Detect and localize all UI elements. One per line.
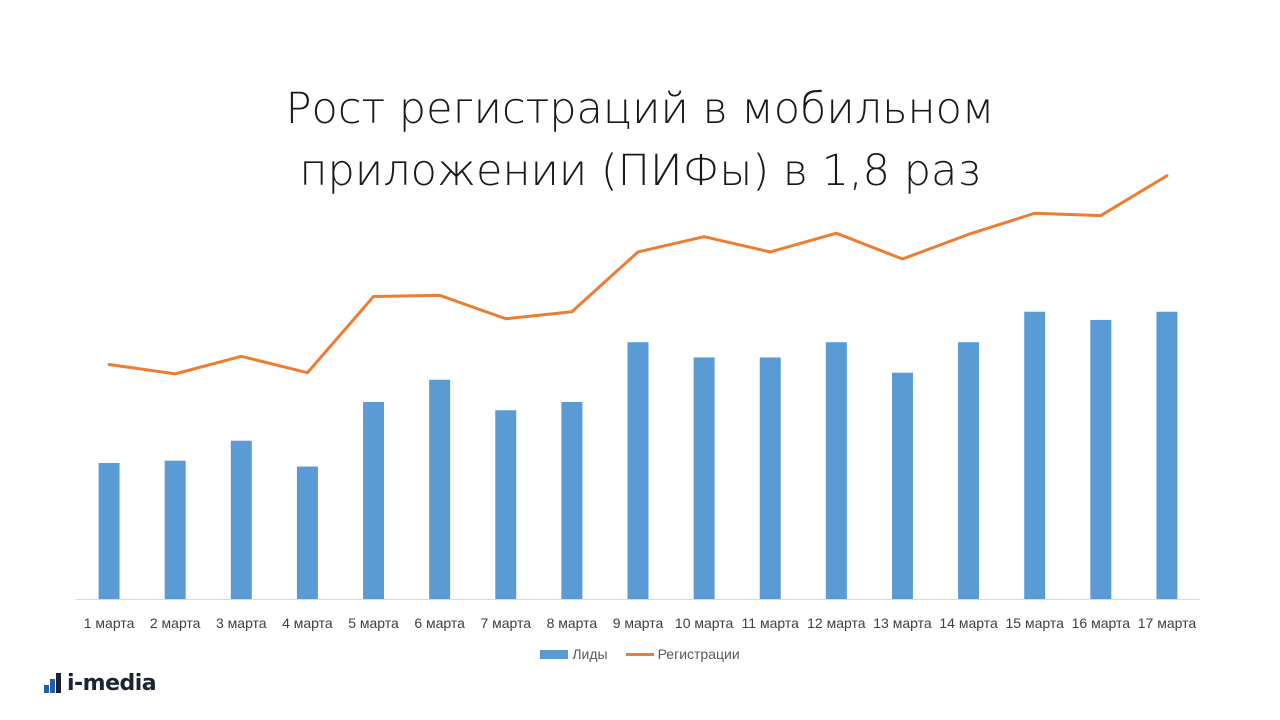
x-tick-label: 8 марта — [547, 615, 598, 631]
legend-label-bars: Лиды — [572, 646, 608, 662]
bar — [98, 462, 120, 599]
chart-title: Рост регистраций в мобильном приложении … — [0, 78, 1280, 202]
x-tick-label: 16 марта — [1072, 615, 1131, 631]
bar — [1024, 311, 1046, 599]
bar — [891, 372, 913, 599]
bar — [627, 342, 649, 599]
legend-item-line[interactable]: Регистрации — [625, 646, 740, 662]
bar — [1090, 319, 1112, 599]
legend-label-line: Регистрации — [657, 646, 740, 662]
bar — [429, 379, 451, 599]
x-tick-label: 7 марта — [480, 615, 531, 631]
x-tick-label: 2 марта — [150, 615, 201, 631]
x-tick-label: 15 марта — [1006, 615, 1065, 631]
x-tick-label: 3 марта — [216, 615, 267, 631]
x-tick-label: 13 марта — [873, 615, 932, 631]
legend-swatch-line — [625, 652, 654, 656]
bar — [561, 402, 583, 599]
logo: i-media — [44, 670, 157, 696]
x-tick-label: 11 марта — [742, 615, 800, 631]
bar — [164, 460, 186, 599]
bar — [296, 466, 318, 599]
bar — [230, 440, 252, 599]
bar — [693, 357, 715, 599]
bar — [363, 402, 385, 599]
x-tick-label: 10 марта — [675, 615, 734, 631]
x-tick-label: 9 марта — [613, 615, 664, 631]
legend: Лиды Регистрации — [0, 646, 1280, 662]
series-line — [107, 174, 1169, 376]
x-tick-label: 12 марта — [807, 615, 866, 631]
logo-text: i-media — [67, 670, 157, 696]
bar — [495, 410, 517, 599]
bar — [1156, 311, 1178, 599]
legend-item-bars[interactable]: Лиды — [540, 646, 608, 662]
x-tick-label: 1 марта — [84, 615, 135, 631]
x-tick-label: 4 марта — [282, 615, 333, 631]
x-tick-label: 17 марта — [1138, 615, 1197, 631]
chart-title-line-1: Рост регистраций в мобильном — [285, 84, 995, 134]
bar — [825, 342, 847, 599]
x-tick-label: 5 марта — [348, 615, 399, 631]
logo-bars-icon — [44, 673, 61, 693]
chart-title-line-2: приложении (ПИФы) в 1,8 раз — [299, 146, 981, 196]
x-tick-label: 6 марта — [414, 615, 465, 631]
bar — [759, 357, 781, 599]
legend-swatch-bars — [540, 649, 569, 659]
bar — [958, 342, 980, 599]
x-tick-label: 14 марта — [939, 615, 998, 631]
